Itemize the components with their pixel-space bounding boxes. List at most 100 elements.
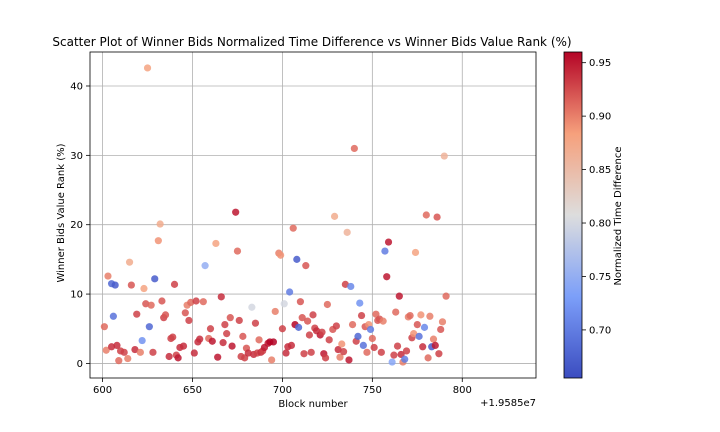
x-axis-label: Block number (278, 399, 348, 410)
colorbar-tick-label: 0.75 (589, 272, 611, 283)
scatter-point (336, 353, 344, 361)
scatter-point (339, 348, 348, 356)
scatter-point (338, 340, 346, 348)
colorbar-tick-label: 0.85 (589, 165, 611, 176)
scatter-point (158, 297, 166, 305)
scatter-point (233, 247, 242, 255)
scatter-point (192, 297, 200, 305)
scatter-point (102, 346, 110, 354)
x-tick-label: 800 (453, 385, 472, 396)
scatter-point (244, 349, 252, 357)
scatter-point (426, 312, 434, 320)
scatter-point (293, 255, 301, 263)
colorbar-tick-label: 0.90 (589, 112, 611, 123)
scatter-point (406, 311, 414, 320)
scatter-point (332, 322, 340, 330)
scatter-point (431, 341, 439, 349)
scatter-point (217, 293, 225, 301)
scatter-point (440, 152, 448, 160)
scatter-point (435, 350, 443, 358)
scatter-point (269, 338, 278, 346)
scatter-point (223, 330, 231, 338)
scatter-point (232, 208, 240, 216)
scatter-point (321, 354, 330, 362)
scatter-point (221, 320, 229, 329)
scatter-point (127, 281, 135, 289)
scatter-point (214, 353, 222, 361)
scatter-point (302, 262, 310, 270)
scatter-point (295, 323, 303, 331)
scatter-point (149, 348, 157, 356)
scatter-point (422, 211, 430, 219)
scatter-point (154, 237, 162, 245)
scatter-point (415, 332, 423, 340)
y-tick-label: 40 (70, 81, 83, 92)
scatter-point (298, 314, 306, 322)
x-axis-offset: +1.9585e7 (480, 398, 536, 409)
scatter-point (271, 307, 279, 316)
scatter-point (356, 299, 364, 307)
scatter-point (111, 281, 119, 289)
y-tick-label: 10 (70, 290, 83, 301)
scatter-point (239, 332, 247, 340)
scatter-point (309, 311, 317, 319)
scatter-point (212, 239, 220, 248)
scatter-point (136, 348, 144, 356)
scatter-point (334, 345, 342, 354)
y-tick-label: 30 (70, 151, 83, 162)
scatter-point (133, 310, 141, 318)
scatter-point (388, 358, 396, 366)
scatter-point (138, 336, 146, 345)
scatter-point (226, 314, 234, 322)
scatter-point (107, 343, 116, 351)
scatter-point (330, 212, 339, 220)
scatter-point (347, 282, 355, 291)
scatter-point (402, 347, 411, 355)
scatter-point (296, 298, 305, 306)
y-axis-label: Winner Bids Value Rank (%) (56, 143, 67, 282)
scatter-point (235, 316, 243, 325)
scatter-point (305, 331, 314, 339)
scatter-point (390, 351, 398, 359)
x-tick-label: 650 (183, 385, 202, 396)
scatter-point (208, 337, 216, 345)
x-tick-label: 750 (363, 385, 382, 396)
scatter-point (199, 298, 207, 306)
scatter-point (359, 341, 367, 349)
scatter-point (325, 336, 333, 344)
scatter-point (411, 248, 420, 257)
scatter-point (429, 335, 438, 343)
scatter-point (350, 144, 358, 153)
colorbar-tick-label: 0.70 (589, 325, 611, 336)
scatter-point (251, 319, 260, 327)
scatter-point (379, 317, 387, 325)
scatter-point (277, 251, 285, 259)
scatter-point (300, 350, 308, 358)
axes-frame (89, 51, 537, 379)
scatter-point (304, 317, 312, 325)
scatter-point (413, 320, 421, 329)
scatter-point (282, 349, 290, 357)
scatter-point (147, 301, 155, 309)
scatter-point (255, 336, 263, 344)
scatter-point (156, 220, 164, 228)
scatter-point (104, 272, 112, 280)
scatter-point (354, 332, 362, 340)
scatter-point (181, 309, 189, 317)
scatter-point (174, 354, 182, 362)
colorbar-tick-label: 0.95 (589, 58, 611, 69)
scatter-point (341, 280, 349, 288)
scatter-point (268, 356, 276, 364)
scatter-point (442, 292, 450, 300)
scatter-point (377, 348, 385, 356)
scatter-point (438, 318, 447, 326)
scatter-point (228, 342, 236, 350)
scatter-point (219, 339, 227, 347)
scatter-point (437, 325, 445, 334)
scatter-point (196, 335, 204, 343)
scatter-point (307, 348, 315, 356)
colorbar-tick-label: 0.80 (589, 219, 611, 230)
scatter-point (280, 300, 288, 308)
scatter-point (370, 343, 378, 352)
